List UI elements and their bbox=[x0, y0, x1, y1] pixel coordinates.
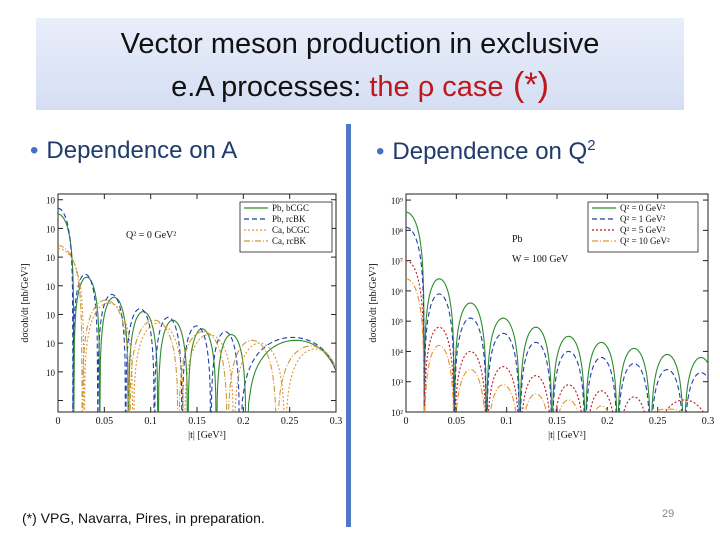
bullet-left-text: Dependence on A bbox=[46, 137, 238, 164]
chart-dependence-on-q2: 0 0.05 0.1 0.15 0.2 0.25 0.3 10² 10³ 10⁴ 10⁵ 10⁶ 10⁷… bbox=[368, 193, 714, 441]
x-tick-label: 0.05 bbox=[448, 416, 466, 427]
y-tick-label: 10⁸ bbox=[391, 226, 403, 236]
chart-dependence-on-a: 0 0.05 0.1 0.15 0.2 0.25 0.3 10 10 10 10 10 10 10 |t| … bbox=[20, 193, 343, 441]
y-tick-label: 10³ bbox=[391, 378, 403, 388]
legend-box bbox=[239, 201, 333, 253]
x-tick-label: 0.15 bbox=[188, 416, 206, 427]
series-line bbox=[58, 213, 336, 412]
x-tick-label: 0.15 bbox=[548, 416, 566, 427]
y-tick-label: 10 bbox=[46, 339, 56, 349]
x-tick-label: 0.2 bbox=[601, 416, 614, 427]
column-divider bbox=[346, 124, 351, 527]
chart-annotation: Pb bbox=[512, 234, 523, 245]
x-tick-label: 0.05 bbox=[96, 416, 114, 427]
bullet-dependence-on-a: • Dependence on A bbox=[30, 137, 237, 165]
series-line bbox=[406, 211, 708, 412]
bullet-right-text: Dependence on Q bbox=[392, 138, 588, 165]
series-line bbox=[406, 260, 705, 412]
legend-label: Q² = 0 GeV² bbox=[620, 203, 666, 213]
x-axis-label: |t| [GeV²] bbox=[548, 430, 586, 441]
x-axis-label: |t| [GeV²] bbox=[188, 430, 226, 441]
legend-label: Q² = 10 GeV² bbox=[620, 236, 670, 246]
footer-reference: (*) VPG, Navarra, Pires, in preparation. bbox=[22, 510, 265, 526]
x-tick-label: 0 bbox=[56, 416, 61, 427]
x-tick-label: 0.2 bbox=[237, 416, 250, 427]
bullet-dependence-on-q2: • Dependence on Q2 bbox=[376, 137, 596, 166]
x-tick-label: 0.3 bbox=[702, 416, 714, 427]
y-tick-label: 10 bbox=[46, 310, 56, 320]
title-rho-case: the ρ case bbox=[369, 71, 504, 103]
x-tick-label: 0.25 bbox=[649, 416, 667, 427]
legend-box bbox=[587, 201, 699, 253]
chart-annotation: Q² = 0 GeV² bbox=[126, 230, 176, 241]
x-tick-label: 0.1 bbox=[144, 416, 157, 427]
legend-label: Ca, rcBK bbox=[272, 236, 306, 246]
series-line bbox=[406, 226, 708, 412]
y-tick-label: 10⁹ bbox=[391, 196, 403, 206]
x-tick-label: 0.25 bbox=[281, 416, 299, 427]
bullet-dot: • bbox=[376, 138, 385, 165]
title-prefix: e.A processes: bbox=[171, 71, 370, 103]
bullet-dot: • bbox=[30, 137, 39, 164]
y-tick-label: 10 bbox=[46, 282, 56, 292]
y-tick-label: 10⁵ bbox=[391, 317, 403, 327]
x-tick-label: 0.1 bbox=[500, 416, 513, 427]
title-box: Vector meson production in exclusive e.A… bbox=[36, 18, 684, 110]
y-tick-label: 10 bbox=[46, 253, 56, 263]
legend-label: Q² = 1 GeV² bbox=[620, 214, 666, 224]
legend-label: Pb, rcBK bbox=[272, 214, 306, 224]
x-tick-label: 0 bbox=[404, 416, 409, 427]
page-number: 29 bbox=[662, 508, 675, 520]
y-tick-label: 10² bbox=[391, 408, 403, 418]
title-line-1: Vector meson production in exclusive bbox=[120, 28, 600, 60]
legend-label: Ca, bCGC bbox=[272, 225, 310, 235]
y-tick-label: 10 bbox=[46, 368, 56, 378]
y-tick-label: 10⁶ bbox=[391, 287, 403, 297]
series-line bbox=[58, 207, 336, 412]
y-tick-label: 10 bbox=[46, 224, 56, 234]
y-axis-label: dσcoh/dt [nb/GeV²] bbox=[368, 263, 379, 342]
y-axis-label: dσcoh/dt [nb/GeV²] bbox=[20, 263, 31, 342]
y-tick-label: 10 bbox=[46, 196, 56, 206]
title-line-2: e.A processes: the ρ case (*) bbox=[36, 66, 684, 105]
y-tick-label: 10⁷ bbox=[391, 257, 403, 267]
chart-annotation: W = 100 GeV bbox=[512, 254, 569, 265]
legend-label: Pb, bCGC bbox=[272, 203, 309, 213]
series-line bbox=[406, 278, 685, 412]
bullet-right-sup: 2 bbox=[587, 137, 596, 154]
legend-label: Q² = 5 GeV² bbox=[620, 225, 666, 235]
y-tick-label: 10⁴ bbox=[391, 347, 403, 357]
x-tick-label: 0.3 bbox=[330, 416, 343, 427]
title-asterisk: (*) bbox=[503, 66, 549, 104]
